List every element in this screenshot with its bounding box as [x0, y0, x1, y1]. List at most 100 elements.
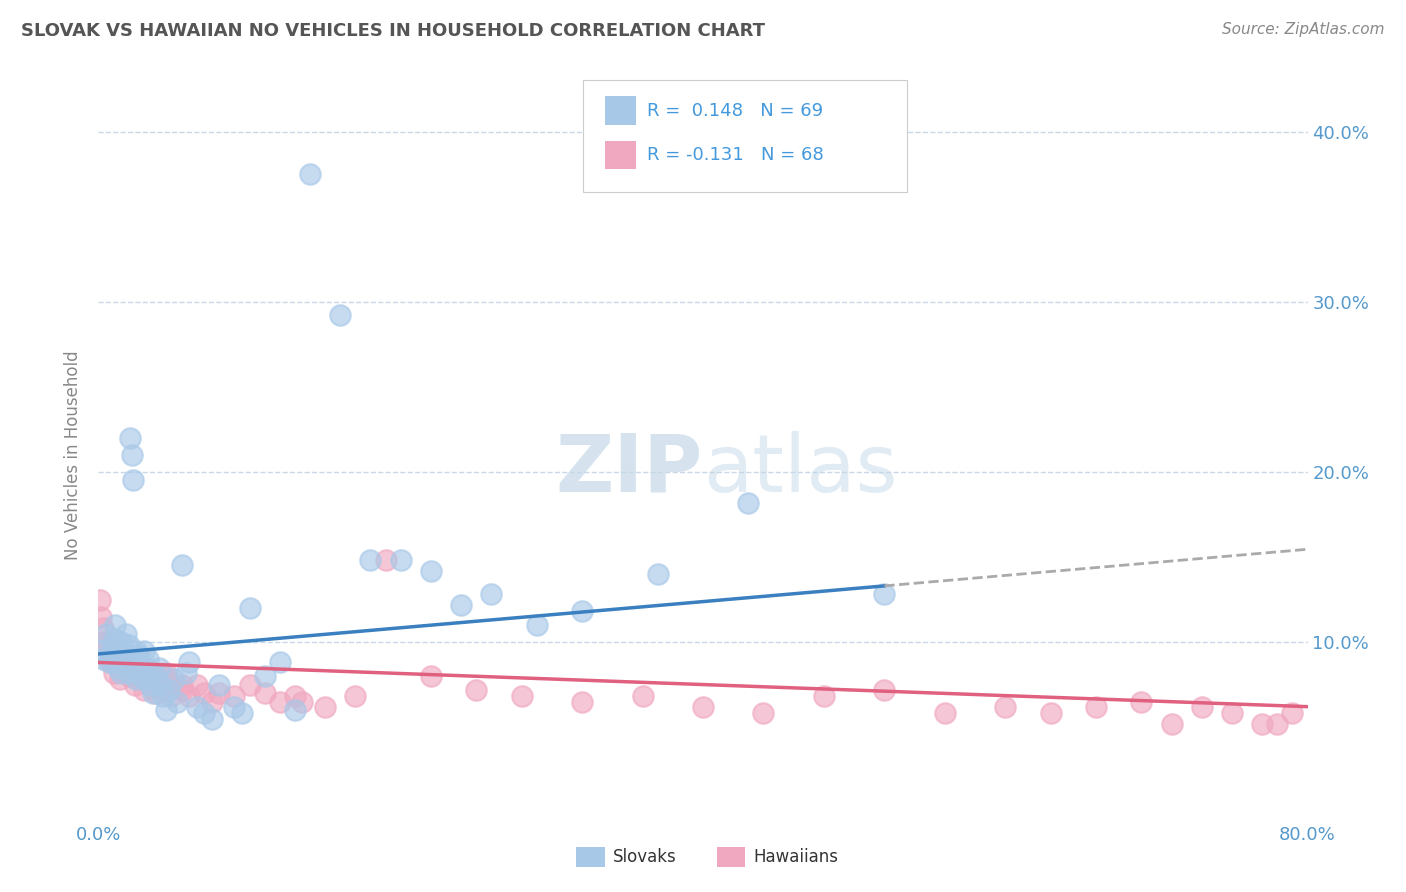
Point: [420, 564, 443, 578]
Point: [129, 673, 152, 687]
Point: [224, 690, 246, 704]
Point: [647, 566, 669, 581]
Point: [141, 665, 163, 680]
Point: [120, 431, 142, 445]
Point: [135, 660, 157, 674]
Point: [163, 673, 186, 687]
Point: [114, 652, 136, 666]
Point: [149, 677, 172, 691]
Point: [291, 695, 314, 709]
Point: [631, 690, 654, 704]
Point: [934, 706, 956, 721]
Point: [284, 690, 307, 704]
Point: [93, 635, 115, 649]
Point: [128, 648, 150, 663]
Point: [90, 609, 112, 624]
Point: [1130, 695, 1153, 709]
Point: [314, 699, 336, 714]
Text: R =  0.148   N = 69: R = 0.148 N = 69: [647, 102, 823, 120]
Point: [208, 686, 231, 700]
Point: [91, 652, 114, 666]
Point: [141, 673, 163, 687]
Point: [166, 695, 188, 709]
Point: [873, 587, 896, 601]
Point: [110, 665, 132, 680]
Text: Source: ZipAtlas.com: Source: ZipAtlas.com: [1222, 22, 1385, 37]
Point: [299, 167, 322, 181]
Point: [118, 639, 141, 653]
Point: [253, 669, 276, 683]
Point: [108, 673, 131, 687]
Point: [145, 686, 167, 700]
Point: [329, 309, 352, 323]
Point: [231, 706, 253, 721]
Point: [111, 652, 134, 666]
Point: [110, 656, 132, 670]
Point: [186, 677, 208, 691]
Point: [103, 665, 125, 680]
Point: [737, 495, 759, 509]
Text: R = -0.131   N = 68: R = -0.131 N = 68: [647, 146, 824, 164]
Point: [108, 648, 131, 663]
Point: [269, 656, 291, 670]
Point: [159, 682, 181, 697]
Point: [374, 553, 396, 567]
Point: [253, 686, 276, 700]
Point: [107, 660, 129, 674]
Point: [571, 695, 593, 709]
Point: [1085, 699, 1108, 714]
Point: [360, 553, 382, 567]
Y-axis label: No Vehicles in Household: No Vehicles in Household: [65, 350, 83, 560]
Point: [104, 618, 127, 632]
Point: [118, 665, 141, 680]
Point: [873, 682, 896, 697]
Point: [96, 648, 118, 663]
Point: [201, 695, 224, 709]
Point: [152, 690, 174, 704]
Point: [179, 690, 201, 704]
Point: [139, 676, 162, 690]
Point: [1267, 716, 1289, 731]
Point: [179, 656, 201, 670]
Text: ZIP: ZIP: [555, 431, 703, 508]
Point: [465, 682, 488, 697]
Point: [129, 669, 152, 683]
Point: [142, 686, 165, 700]
Point: [156, 676, 179, 690]
Point: [174, 665, 197, 680]
Point: [420, 669, 443, 683]
Point: [813, 690, 835, 704]
Point: [510, 690, 533, 704]
Point: [170, 682, 193, 697]
Point: [132, 682, 155, 697]
Point: [1191, 699, 1213, 714]
Point: [148, 660, 170, 674]
Point: [132, 673, 155, 687]
Point: [135, 669, 157, 683]
Point: [170, 677, 193, 691]
Point: [389, 553, 412, 567]
Point: [1160, 716, 1182, 731]
Point: [284, 703, 307, 717]
Point: [98, 639, 121, 653]
Point: [269, 695, 291, 709]
Point: [114, 626, 136, 640]
Point: [170, 558, 193, 573]
Point: [132, 643, 155, 657]
Point: [98, 656, 121, 670]
Point: [125, 673, 148, 687]
Point: [692, 699, 714, 714]
Point: [101, 639, 124, 653]
Point: [121, 660, 143, 674]
Point: [150, 682, 173, 697]
Point: [124, 660, 146, 674]
Text: Slovaks: Slovaks: [613, 848, 676, 866]
Point: [125, 643, 148, 657]
Point: [450, 598, 472, 612]
Point: [142, 665, 165, 680]
Point: [127, 656, 149, 670]
Point: [136, 652, 159, 666]
Point: [752, 706, 775, 721]
Point: [526, 618, 548, 632]
Point: [121, 448, 143, 462]
